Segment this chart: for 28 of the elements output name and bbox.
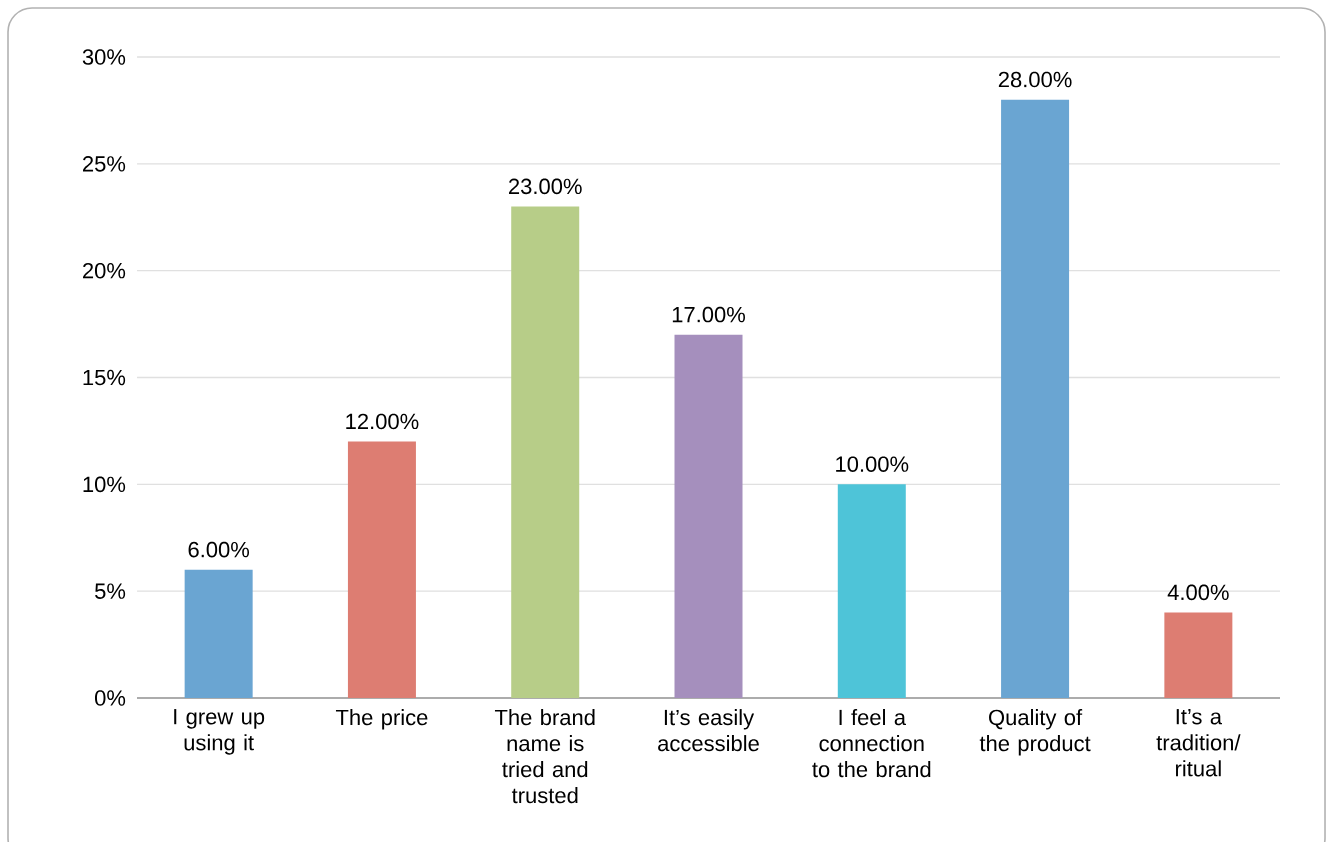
y-tick-label: 5% — [95, 583, 126, 599]
bar — [674, 334, 743, 698]
data-label: 28.00% — [998, 71, 1072, 88]
x-tick-label: It’s a tradition/ ritual — [1156, 709, 1241, 777]
y-tick-label: 30% — [82, 49, 126, 65]
bar — [1164, 612, 1233, 698]
bar — [184, 569, 253, 698]
x-tick-label: The brand name is tried and trusted — [494, 709, 595, 804]
x-tick-label: I feel a connection to the brand — [812, 709, 931, 778]
x-tick-label: The price — [335, 709, 428, 730]
data-label: 17.00% — [672, 306, 745, 323]
y-tick-label: 15% — [83, 369, 126, 386]
x-tick-label: I grew up using it — [174, 709, 265, 755]
y-tick-label: 20% — [83, 262, 126, 279]
y-tick-label: 25% — [83, 156, 126, 172]
y-tick-label: 10% — [83, 476, 126, 493]
bar — [1001, 99, 1070, 698]
x-tick-label: It’s easily accessible — [658, 709, 759, 752]
bar — [347, 441, 416, 698]
y-tick-label: 0% — [94, 690, 126, 706]
bar — [837, 484, 906, 698]
data-label: 12.00% — [346, 413, 419, 430]
data-label: 4.00% — [1167, 584, 1229, 601]
bar — [511, 206, 580, 698]
data-label: 6.00% — [188, 541, 250, 558]
data-label: 10.00% — [836, 456, 909, 472]
data-label: 23.00% — [509, 178, 582, 195]
x-tick-label: Quality of the product — [979, 709, 1091, 756]
